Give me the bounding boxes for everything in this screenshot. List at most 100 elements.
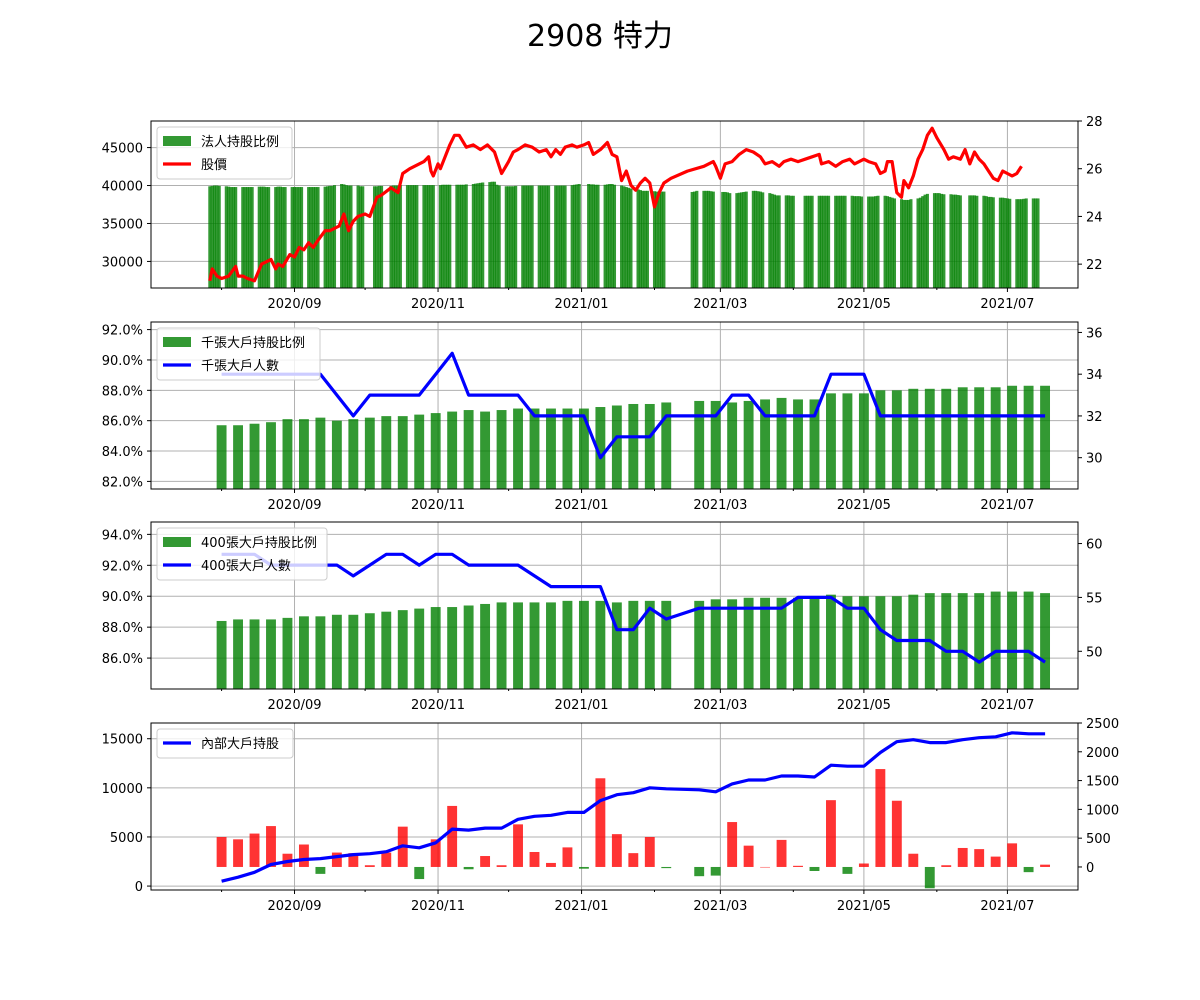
bar xyxy=(546,602,556,689)
bar xyxy=(891,800,902,867)
y-left-tick-label: 86.0% xyxy=(102,652,143,667)
y-right-tick-label: 1500 xyxy=(1086,775,1119,790)
bar xyxy=(297,187,301,288)
bar xyxy=(281,187,285,288)
bar xyxy=(628,853,639,867)
bar xyxy=(974,387,985,489)
bar xyxy=(540,185,544,288)
y-left-tick-label: 10000 xyxy=(102,782,143,797)
x-tick-label: 2021/01 xyxy=(555,899,609,914)
bar xyxy=(315,616,326,689)
axes-frame xyxy=(150,722,1079,891)
bar xyxy=(843,195,847,288)
bar xyxy=(793,865,803,867)
bar xyxy=(611,405,622,489)
bar xyxy=(904,199,908,288)
bar xyxy=(990,387,1001,489)
bar xyxy=(216,425,227,489)
bar xyxy=(987,196,991,288)
bar xyxy=(628,403,639,489)
bar xyxy=(760,866,771,868)
bar xyxy=(578,408,589,489)
bar xyxy=(463,410,474,489)
y-left-tick-label: 82.0% xyxy=(102,475,143,490)
bar xyxy=(694,600,705,689)
bar xyxy=(924,866,935,889)
x-tick-label: 2021/05 xyxy=(837,698,891,713)
bar xyxy=(447,607,458,689)
panel-400-lot-holders: 2020/09 2020/11 2021/01 2021/03 2021/05 2021/… xyxy=(102,521,1103,713)
x-tick-label: 2021/03 xyxy=(693,297,747,312)
legend-bar-swatch xyxy=(163,537,191,547)
bar xyxy=(528,185,532,288)
bar xyxy=(441,184,445,288)
bar xyxy=(743,845,754,867)
bar xyxy=(529,408,540,489)
bar xyxy=(300,187,304,288)
bar xyxy=(940,193,944,288)
panel-1000-lot-holders: 2020/09 2020/11 2021/01 2021/03 2021/05 2021/… xyxy=(102,321,1103,513)
bar xyxy=(902,199,906,288)
bar xyxy=(316,187,320,288)
y-right-tick-label: 32 xyxy=(1086,410,1103,425)
y-right-tick-label: 55 xyxy=(1086,591,1103,606)
bar xyxy=(974,849,985,867)
bar xyxy=(891,390,902,489)
y-right-tick-label: 30 xyxy=(1086,452,1103,467)
bar xyxy=(916,198,920,288)
bar xyxy=(595,407,606,489)
bar xyxy=(735,193,739,288)
bar xyxy=(283,187,287,288)
bar xyxy=(707,190,711,288)
bar xyxy=(546,408,556,489)
bar xyxy=(1008,198,1012,288)
bar xyxy=(266,619,276,689)
bar xyxy=(229,187,233,288)
y-right-tick-label: 1000 xyxy=(1086,803,1119,818)
bar xyxy=(842,596,853,689)
bar xyxy=(970,195,974,288)
bar xyxy=(513,602,523,689)
y-right-tick-label: 22 xyxy=(1086,258,1103,273)
y-left-tick-label: 88.0% xyxy=(102,384,143,399)
bar xyxy=(820,195,824,288)
bar xyxy=(431,185,435,288)
bar xyxy=(858,596,869,689)
axes-frame xyxy=(150,120,1079,289)
bar xyxy=(775,195,779,288)
bar xyxy=(429,185,433,288)
bar xyxy=(1024,198,1028,288)
bar xyxy=(381,852,392,867)
bar xyxy=(791,195,795,288)
bar xyxy=(855,196,859,288)
bar xyxy=(694,400,705,489)
bar xyxy=(858,393,869,489)
bar xyxy=(776,397,787,489)
bar xyxy=(925,193,929,288)
bar xyxy=(430,839,441,867)
bar xyxy=(611,834,622,867)
bar xyxy=(1005,198,1009,288)
bar xyxy=(344,185,348,288)
legend-bar-swatch xyxy=(163,337,191,347)
bar xyxy=(957,593,968,689)
bar xyxy=(727,599,738,689)
bar xyxy=(1022,198,1026,288)
bar xyxy=(918,197,922,288)
bar xyxy=(412,185,417,288)
bar xyxy=(372,186,377,288)
bar xyxy=(956,195,960,288)
bar xyxy=(991,197,995,288)
bar xyxy=(629,188,633,288)
bar xyxy=(298,419,309,489)
legend-label: 法人持股比例 xyxy=(201,135,279,150)
panel-insider-holding: 2020/09 2020/11 2021/01 2021/03 2021/05 2021/… xyxy=(102,717,1119,914)
bar xyxy=(463,605,474,689)
bar xyxy=(529,851,540,867)
bar xyxy=(751,190,755,288)
bar xyxy=(224,186,228,288)
bar xyxy=(455,184,459,288)
bar xyxy=(307,187,311,288)
bar xyxy=(478,182,482,288)
bar xyxy=(414,414,425,489)
